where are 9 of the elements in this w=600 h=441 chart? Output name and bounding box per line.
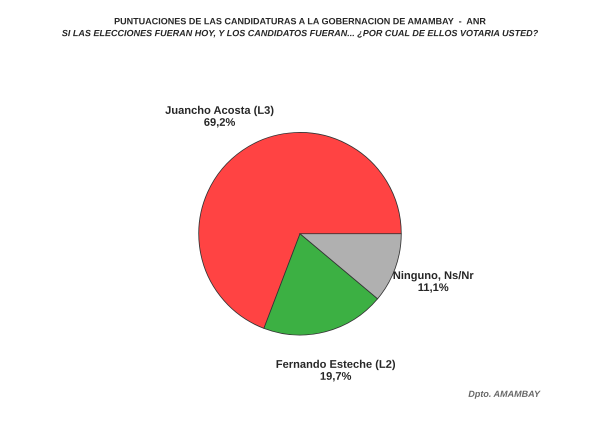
slice-label: Juancho Acosta (L3) [165, 106, 274, 116]
chart-title: PUNTUACIONES DE LAS CANDIDATURAS A LA GOBERNACION DE AMAMBAY - ANR [114, 18, 486, 24]
slice-label: Ninguno, Ns/Nr [394, 270, 474, 282]
data-label: 19,7% [320, 372, 352, 382]
slice-label: Fernando Esteche (L2) [276, 360, 396, 370]
data-label: 11,1% [418, 283, 448, 293]
text: Dpto. AMAMBAY [468, 390, 541, 399]
data-label: 69,2% [204, 118, 236, 128]
chart-subtitle: SI LAS ELECCIONES FUERAN HOY, Y LOS CANDIDATOS FUERAN... ¿POR CUAL DE ELLOS VOTARIA USTED? [62, 30, 538, 38]
